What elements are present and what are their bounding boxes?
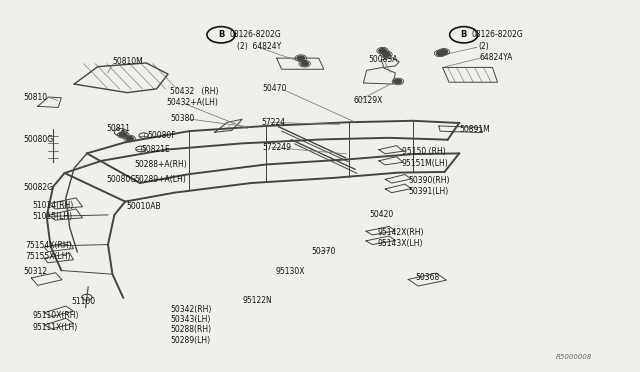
Text: R5000008: R5000008 (556, 354, 593, 360)
Circle shape (383, 52, 390, 57)
Circle shape (297, 56, 305, 60)
Text: 95130X: 95130X (275, 267, 305, 276)
Text: 50391(LH): 50391(LH) (408, 187, 449, 196)
Circle shape (394, 79, 402, 84)
Text: B: B (218, 30, 224, 39)
Circle shape (301, 61, 308, 66)
Text: 50083A: 50083A (369, 55, 398, 64)
Text: 50010AB: 50010AB (126, 202, 161, 211)
Text: 50288(RH): 50288(RH) (170, 325, 211, 334)
Text: 08126-8202G: 08126-8202G (472, 30, 524, 39)
Text: 50390(RH): 50390(RH) (408, 176, 450, 185)
Text: 50080F: 50080F (148, 131, 176, 141)
Text: 08126-8202G: 08126-8202G (229, 30, 281, 39)
Text: 50380: 50380 (170, 114, 194, 123)
Text: 50080G: 50080G (24, 135, 54, 144)
Text: 50312: 50312 (24, 267, 48, 276)
Text: 51014(RH): 51014(RH) (33, 201, 74, 210)
Circle shape (440, 50, 447, 54)
Text: 50432   (RH): 50432 (RH) (170, 87, 218, 96)
Text: 50082G: 50082G (24, 183, 54, 192)
Text: 60129X: 60129X (353, 96, 383, 105)
Text: 75155X(LH): 75155X(LH) (25, 252, 70, 261)
Text: 50810: 50810 (24, 93, 48, 102)
Text: 95143X(LH): 95143X(LH) (378, 239, 423, 248)
Text: 50432+A(LH): 50432+A(LH) (167, 99, 219, 108)
Text: 95142X(RH): 95142X(RH) (378, 228, 424, 237)
Text: 51100: 51100 (71, 297, 95, 306)
Text: 50810M: 50810M (113, 57, 143, 66)
Text: 50370: 50370 (311, 247, 335, 256)
Text: 57224: 57224 (261, 118, 285, 127)
Text: (2)  64824Y: (2) 64824Y (237, 42, 281, 51)
Text: 95150 (RH): 95150 (RH) (402, 147, 445, 155)
Text: 572249: 572249 (262, 142, 292, 151)
Text: 50080G: 50080G (106, 175, 136, 184)
Text: 51015(LH): 51015(LH) (33, 212, 73, 221)
Text: 64824YA: 64824YA (479, 52, 513, 61)
Text: 50288+A(RH): 50288+A(RH) (135, 160, 188, 169)
Text: 50420: 50420 (370, 211, 394, 219)
Text: 50289+A(LH): 50289+A(LH) (135, 175, 186, 184)
Text: 95110X(RH): 95110X(RH) (33, 311, 79, 320)
Circle shape (379, 49, 387, 53)
Text: 95151M(LH): 95151M(LH) (402, 158, 449, 167)
Text: 50289(LH): 50289(LH) (170, 336, 210, 345)
Text: 50368: 50368 (416, 273, 440, 282)
Circle shape (120, 133, 127, 137)
Text: 75154X(RH): 75154X(RH) (25, 241, 72, 250)
Circle shape (436, 51, 444, 55)
Circle shape (126, 137, 133, 141)
Text: 95122N: 95122N (242, 296, 272, 305)
Text: 50821E: 50821E (141, 145, 170, 154)
Text: 50342(RH): 50342(RH) (170, 305, 211, 314)
Text: 50343(LH): 50343(LH) (170, 315, 211, 324)
Text: 50811: 50811 (106, 124, 130, 133)
Text: 50470: 50470 (262, 84, 287, 93)
Text: 95111X(LH): 95111X(LH) (33, 323, 78, 332)
Text: B: B (461, 30, 467, 39)
Text: 50891M: 50891M (460, 125, 490, 134)
Text: (2): (2) (478, 42, 489, 51)
